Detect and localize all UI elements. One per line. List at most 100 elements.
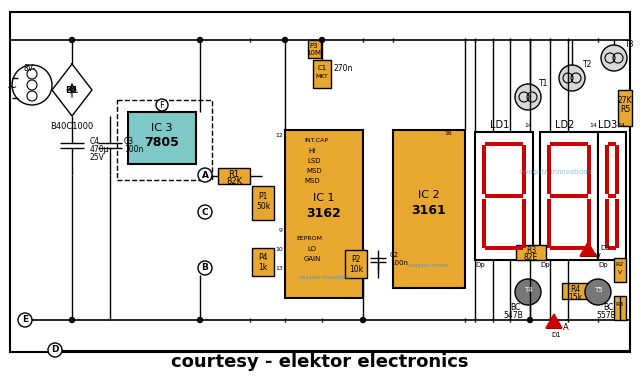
Bar (482, 199, 486, 248)
Text: swagata innovations: swagata innovations (519, 169, 591, 175)
Bar (485, 246, 523, 250)
Circle shape (198, 318, 202, 323)
Text: R3: R3 (616, 301, 624, 306)
Circle shape (319, 37, 324, 42)
Bar (547, 199, 551, 248)
Text: 557B: 557B (596, 311, 616, 320)
Text: V: V (618, 271, 622, 276)
Text: 27K: 27K (618, 95, 632, 104)
Text: 10: 10 (275, 246, 283, 251)
Bar (252, 186, 274, 220)
Bar (550, 194, 588, 198)
Text: INT.CAP: INT.CAP (304, 137, 328, 142)
Bar (608, 194, 616, 198)
Text: 25V: 25V (90, 152, 105, 161)
Bar (485, 142, 523, 146)
Text: 3161: 3161 (412, 204, 446, 216)
Text: LD2: LD2 (556, 120, 575, 130)
Bar (117, 100, 212, 180)
Text: B1: B1 (65, 85, 79, 94)
Bar (562, 283, 588, 299)
Text: P4: P4 (259, 253, 268, 263)
Bar (285, 130, 363, 298)
Text: P3: P3 (310, 43, 318, 49)
Bar (252, 248, 274, 276)
Text: 7805: 7805 (145, 136, 179, 149)
Text: HI: HI (308, 148, 316, 154)
Circle shape (585, 279, 611, 305)
Circle shape (156, 99, 168, 111)
Text: C: C (202, 208, 208, 216)
Text: P1: P1 (259, 191, 268, 201)
Text: D2: D2 (600, 245, 610, 251)
Circle shape (198, 37, 202, 42)
Circle shape (601, 45, 627, 71)
Text: ~: ~ (7, 80, 17, 94)
Text: IC 1: IC 1 (313, 193, 335, 203)
Text: Dp: Dp (540, 262, 550, 268)
Bar (128, 112, 196, 164)
Bar (608, 246, 616, 250)
Text: 82E: 82E (524, 253, 538, 261)
Text: C3: C3 (124, 137, 134, 146)
Bar (10, 12, 630, 352)
Text: BC: BC (510, 303, 520, 313)
Text: A: A (202, 171, 209, 179)
Text: Dp: Dp (475, 262, 485, 268)
Circle shape (360, 318, 365, 323)
Text: P2: P2 (351, 256, 361, 264)
Text: R4: R4 (570, 285, 580, 293)
Text: B40C1000: B40C1000 (51, 122, 93, 131)
Text: R3: R3 (526, 246, 536, 254)
Text: BC: BC (603, 303, 613, 313)
Circle shape (515, 279, 541, 305)
Text: swagata innovat.: swagata innovat. (408, 263, 450, 268)
Circle shape (12, 65, 52, 105)
Text: MSD: MSD (306, 168, 322, 174)
Text: 470µ: 470µ (90, 144, 109, 154)
Bar (614, 258, 626, 282)
Text: 547B: 547B (503, 311, 523, 320)
Text: GAIN: GAIN (303, 256, 321, 262)
Text: T1: T1 (540, 79, 548, 87)
Bar (522, 199, 526, 248)
Text: R2: R2 (616, 261, 624, 266)
Text: 14: 14 (617, 122, 625, 127)
Text: 82K: 82K (226, 176, 242, 186)
Text: 8V-: 8V- (24, 64, 36, 72)
Text: 270n: 270n (333, 64, 353, 72)
Text: C4: C4 (90, 137, 100, 146)
Text: IC 2: IC 2 (418, 190, 440, 200)
Text: 14: 14 (524, 122, 532, 127)
Bar (605, 145, 609, 194)
Text: T3: T3 (625, 40, 635, 49)
Bar (608, 142, 616, 146)
Text: Dp: Dp (598, 262, 608, 268)
Bar (313, 60, 331, 88)
Bar (605, 199, 609, 248)
Text: 10M: 10M (307, 50, 321, 56)
Text: 14: 14 (589, 122, 597, 127)
Bar (587, 199, 591, 248)
Circle shape (559, 65, 585, 91)
Text: C2: C2 (390, 252, 399, 258)
Text: D: D (51, 345, 59, 355)
Bar (345, 250, 367, 278)
Text: 10k: 10k (349, 264, 363, 273)
Text: 3162: 3162 (307, 206, 341, 219)
Text: V: V (595, 253, 601, 263)
Text: 100n: 100n (390, 260, 408, 266)
Text: C1: C1 (317, 65, 326, 71)
Text: R1: R1 (228, 169, 239, 179)
Text: 13: 13 (275, 266, 283, 271)
Bar (598, 132, 626, 260)
Bar (550, 142, 588, 146)
Bar (540, 132, 598, 260)
Text: swagata innovations: swagata innovations (299, 276, 349, 281)
Text: 50k: 50k (256, 201, 270, 211)
Bar (614, 296, 626, 320)
Text: 12: 12 (275, 132, 283, 137)
Polygon shape (546, 314, 562, 328)
Text: 1k: 1k (259, 263, 268, 271)
Text: R5: R5 (620, 104, 630, 114)
